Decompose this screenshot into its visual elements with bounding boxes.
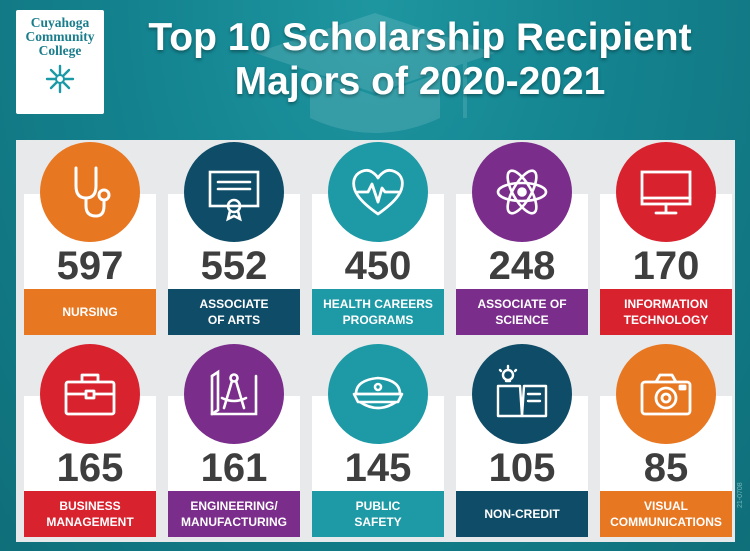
major-icon-circle <box>472 344 572 444</box>
major-label: INFORMATION TECHNOLOGY <box>600 289 732 335</box>
logo-text-line3: College <box>38 43 82 58</box>
logo-text-line1: Cuyahoga <box>30 15 90 30</box>
major-count: 450 <box>344 244 412 288</box>
major-label: NURSING <box>24 289 156 335</box>
major-count: 105 <box>488 446 556 490</box>
major-count: 161 <box>200 446 268 490</box>
graduation-cap-watermark-icon <box>255 13 495 133</box>
major-count: 552 <box>200 244 268 288</box>
book-lightbulb-icon <box>496 364 548 418</box>
college-logo: Cuyahoga Community College <box>16 10 104 114</box>
major-count: 165 <box>56 446 124 490</box>
police-cap-icon <box>352 376 404 410</box>
major-label: PUBLIC SAFETY <box>312 491 444 537</box>
major-icon-circle <box>472 142 572 242</box>
major-label: NON-CREDIT <box>456 491 588 537</box>
major-icon-circle <box>328 142 428 242</box>
major-icon-circle <box>616 344 716 444</box>
major-count: 597 <box>56 244 124 288</box>
major-icon-circle <box>184 142 284 242</box>
snowflake-star-icon <box>45 64 75 94</box>
major-icon-circle <box>40 142 140 242</box>
major-card-associate-of-science: 248 ASSOCIATE OF SCIENCE <box>456 142 588 335</box>
major-card-non-credit: 105 NON-CREDIT <box>456 344 588 537</box>
major-label: ASSOCIATE OF SCIENCE <box>456 289 588 335</box>
major-card-associate-of-arts: 552 ASSOCIATE OF ARTS <box>168 142 300 335</box>
major-count: 170 <box>632 244 700 288</box>
major-card-business-management: 165 BUSINESS MANAGEMENT <box>24 344 156 537</box>
compass-drafting-icon <box>210 369 258 416</box>
major-card-public-safety: 145 PUBLIC SAFETY <box>312 344 444 537</box>
major-label: HEALTH CAREERS PROGRAMS <box>312 289 444 335</box>
major-card-engineering-manufacturing: 161 ENGINEERING/ MANUFACTURING <box>168 344 300 537</box>
heart-pulse-icon <box>352 169 404 216</box>
briefcase-icon <box>64 373 116 416</box>
title-line1: Top 10 Scholarship Recipient <box>148 16 692 59</box>
major-count: 248 <box>488 244 556 288</box>
major-icon-circle <box>616 142 716 242</box>
diploma-certificate-icon <box>208 170 260 222</box>
print-code: 21-0708 <box>737 482 744 508</box>
major-count: 145 <box>344 446 412 490</box>
major-label: ENGINEERING/ MANUFACTURING <box>168 491 300 537</box>
major-icon-circle <box>40 344 140 444</box>
atom-icon <box>496 169 548 215</box>
major-card-health-careers: 450 HEALTH CAREERS PROGRAMS <box>312 142 444 335</box>
major-label: BUSINESS MANAGEMENT <box>24 491 156 537</box>
title-line2: Majors of 2020-2021 <box>234 60 606 103</box>
major-icon-circle <box>184 344 284 444</box>
major-count: 85 <box>643 446 689 490</box>
majors-panel: 597 NURSING 552 ASSOCIATE OF ARTS <box>16 140 735 542</box>
major-label: ASSOCIATE OF ARTS <box>168 289 300 335</box>
page-title: Top 10 Scholarship Recipient Majors of 2… <box>110 16 730 104</box>
major-icon-circle <box>328 344 428 444</box>
stethoscope-icon <box>74 166 111 218</box>
major-card-visual-communications: 85 VISUAL COMMUNICATIONS <box>600 344 732 537</box>
major-card-information-technology: 170 INFORMATION TECHNOLOGY <box>600 142 732 335</box>
major-card-nursing: 597 NURSING <box>24 142 156 335</box>
logo-text-line2: Community <box>25 29 95 44</box>
computer-monitor-icon <box>640 170 692 215</box>
camera-icon <box>640 373 692 416</box>
major-label: VISUAL COMMUNICATIONS <box>600 491 732 537</box>
